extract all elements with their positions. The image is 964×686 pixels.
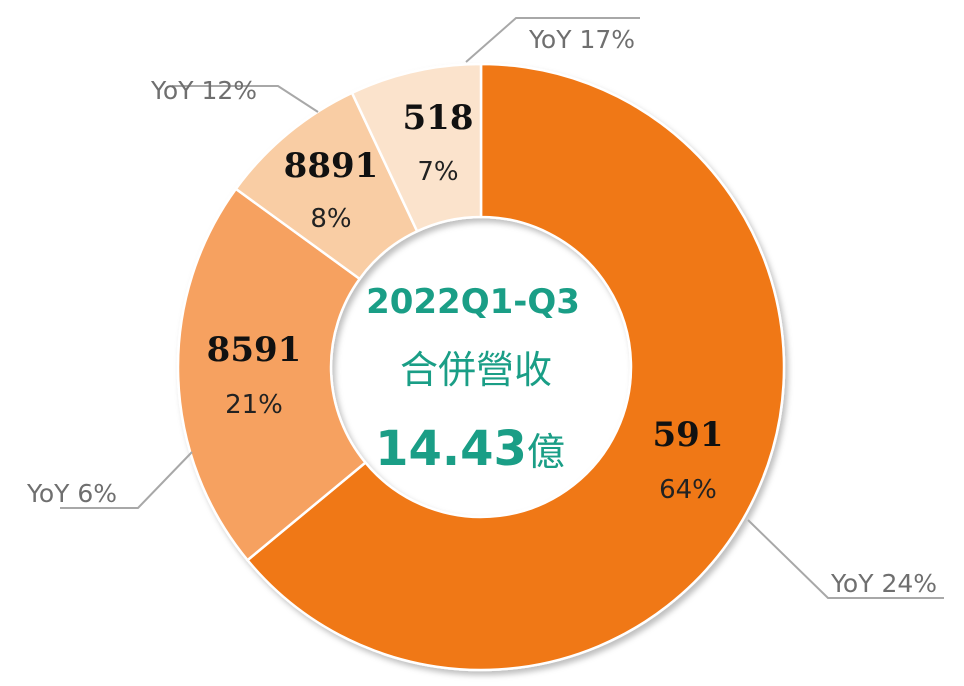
slice-name-591: 591 (653, 415, 724, 455)
svg-text:14.43億: 14.43億 (375, 421, 565, 477)
slice-8591 (176, 187, 368, 562)
center-total-unit: 億 (527, 430, 565, 474)
slice-yoy-518: YoY 17% (528, 25, 635, 54)
leader-line-8591 (60, 451, 193, 509)
slice-518 (350, 62, 483, 233)
slice-percent-518: 7% (417, 157, 458, 187)
slice-yoy-8591: YoY 6% (26, 479, 117, 508)
slice-percent-591: 64% (659, 475, 717, 505)
slice-591 (245, 62, 786, 672)
leader-line-591 (747, 519, 944, 599)
slice-yoy-8891: YoY 12% (150, 76, 257, 105)
center-period: 2022Q1-Q3 (366, 282, 580, 322)
slice-name-518: 518 (403, 98, 474, 138)
leader-line-518 (465, 17, 640, 63)
slice-name-8891: 8891 (284, 146, 379, 186)
center-title: 合併營收 (400, 348, 552, 392)
donut-slices (176, 62, 786, 672)
slice-percent-8591: 21% (225, 390, 283, 420)
center-total-value: 14.43 (375, 421, 527, 477)
slice-name-8591: 8591 (207, 330, 302, 370)
slice-yoy-591: YoY 24% (830, 569, 937, 598)
slice-labels: 591 64% YoY 24% 8591 21% YoY 6% 8891 8% YoY 12% 5… (26, 25, 937, 598)
slice-percent-8891: 8% (310, 204, 351, 234)
center-label: 2022Q1-Q3 合併營收 14.43億 (366, 282, 580, 477)
leader-line-8891 (172, 85, 319, 113)
yoy-leader-lines (60, 17, 944, 599)
